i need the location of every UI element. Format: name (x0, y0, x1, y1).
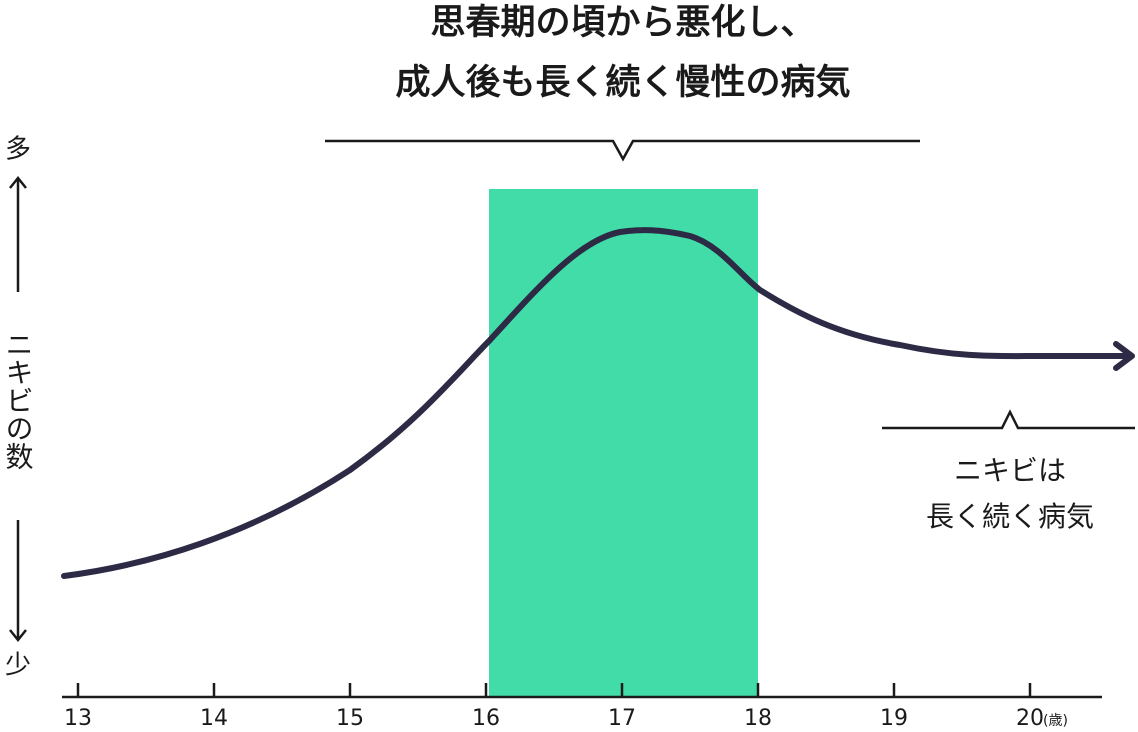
annotation: 長く続く病気 (926, 500, 1094, 533)
curve-arrowhead (1113, 341, 1135, 371)
x-unit: (歳) (1043, 713, 1068, 729)
y-top: 多 (5, 135, 31, 165)
x-tick-label: 18 (744, 706, 772, 731)
x-tick-label: 20 (1016, 706, 1044, 731)
x-tick-label: 15 (336, 706, 364, 731)
annotation: ニキビは (954, 454, 1066, 487)
y-label: ニキビの数 (2, 330, 35, 470)
highlight-band (489, 189, 758, 697)
x-tick-label: 14 (200, 706, 228, 731)
x-tick-label: 13 (64, 706, 92, 731)
arrow-up (9, 175, 27, 292)
x-tick-label: 17 (608, 706, 636, 731)
arrow-down (9, 520, 27, 643)
x-tick-label: 19 (880, 706, 908, 731)
x-tick-label: 16 (472, 706, 500, 731)
trend-curve (61, 227, 1133, 579)
title-line: 思春期の頃から悪化し、 (430, 3, 815, 43)
title-line: 成人後も長く続く慢性の病気 (395, 63, 850, 103)
y-bottom: 少 (5, 651, 31, 681)
bracket (882, 409, 1135, 430)
bracket (325, 139, 920, 162)
